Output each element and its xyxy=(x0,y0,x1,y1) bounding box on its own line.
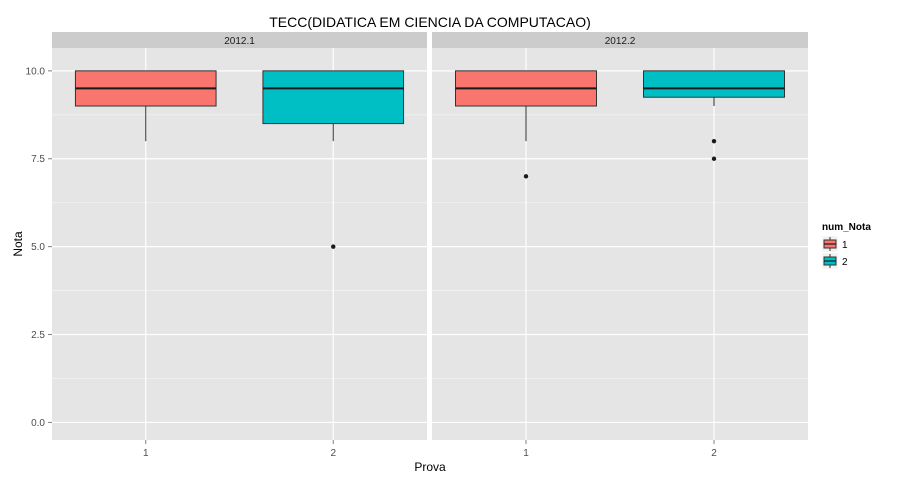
facet-strip-label: 2012.1 xyxy=(224,36,255,47)
facet-strip xyxy=(432,32,808,48)
legend-item-label: 2 xyxy=(842,257,848,268)
facet-panels: 2012.1 1 2 2012.2 1 2 0.0 2.5 5.0 7.5 10.0 xyxy=(26,32,808,459)
facet-panel: 2012.2 1 2 xyxy=(432,32,808,459)
y-tick-label: 0.0 xyxy=(31,418,45,429)
facet-panel: 2012.1 1 2 xyxy=(52,32,427,459)
x-tick-label: 2 xyxy=(330,448,336,459)
legend-title: num_Nota xyxy=(822,222,871,233)
box-2012.2-2 xyxy=(643,70,785,161)
outlier-point xyxy=(711,138,717,144)
panel-background xyxy=(432,48,808,440)
legend-item: 2 xyxy=(821,252,848,270)
y-tick-label: 10.0 xyxy=(26,66,46,77)
y-tick-label: 5.0 xyxy=(31,242,45,253)
x-tick-label: 2 xyxy=(711,448,717,459)
box-2012.1-1 xyxy=(74,70,217,142)
x-axis-label: Prova xyxy=(414,460,446,474)
box-body xyxy=(262,70,405,125)
y-axis: 0.0 2.5 5.0 7.5 10.0 xyxy=(26,66,52,429)
legend: num_Nota 1 2 xyxy=(821,222,871,270)
x-tick-label: 1 xyxy=(523,448,529,459)
facet-strip-label: 2012.2 xyxy=(605,36,636,47)
y-tick-label: 7.5 xyxy=(31,154,45,165)
legend-item-label: 1 xyxy=(842,240,848,251)
outlier-point xyxy=(331,244,336,249)
x-tick-label: 1 xyxy=(143,448,149,459)
outlier-point xyxy=(523,174,529,179)
y-axis-label: Nota xyxy=(11,231,25,257)
outlier-point xyxy=(711,156,717,161)
facet-strip xyxy=(52,32,427,48)
box-2012.2-1 xyxy=(455,70,597,179)
box-body xyxy=(643,70,785,98)
chart-title: TECC(DIDATICA EM CIENCIA DA COMPUTACAO) xyxy=(269,14,591,30)
legend-item: 1 xyxy=(821,235,848,253)
box-2012.1-2 xyxy=(262,70,405,249)
y-tick-label: 2.5 xyxy=(31,330,45,341)
